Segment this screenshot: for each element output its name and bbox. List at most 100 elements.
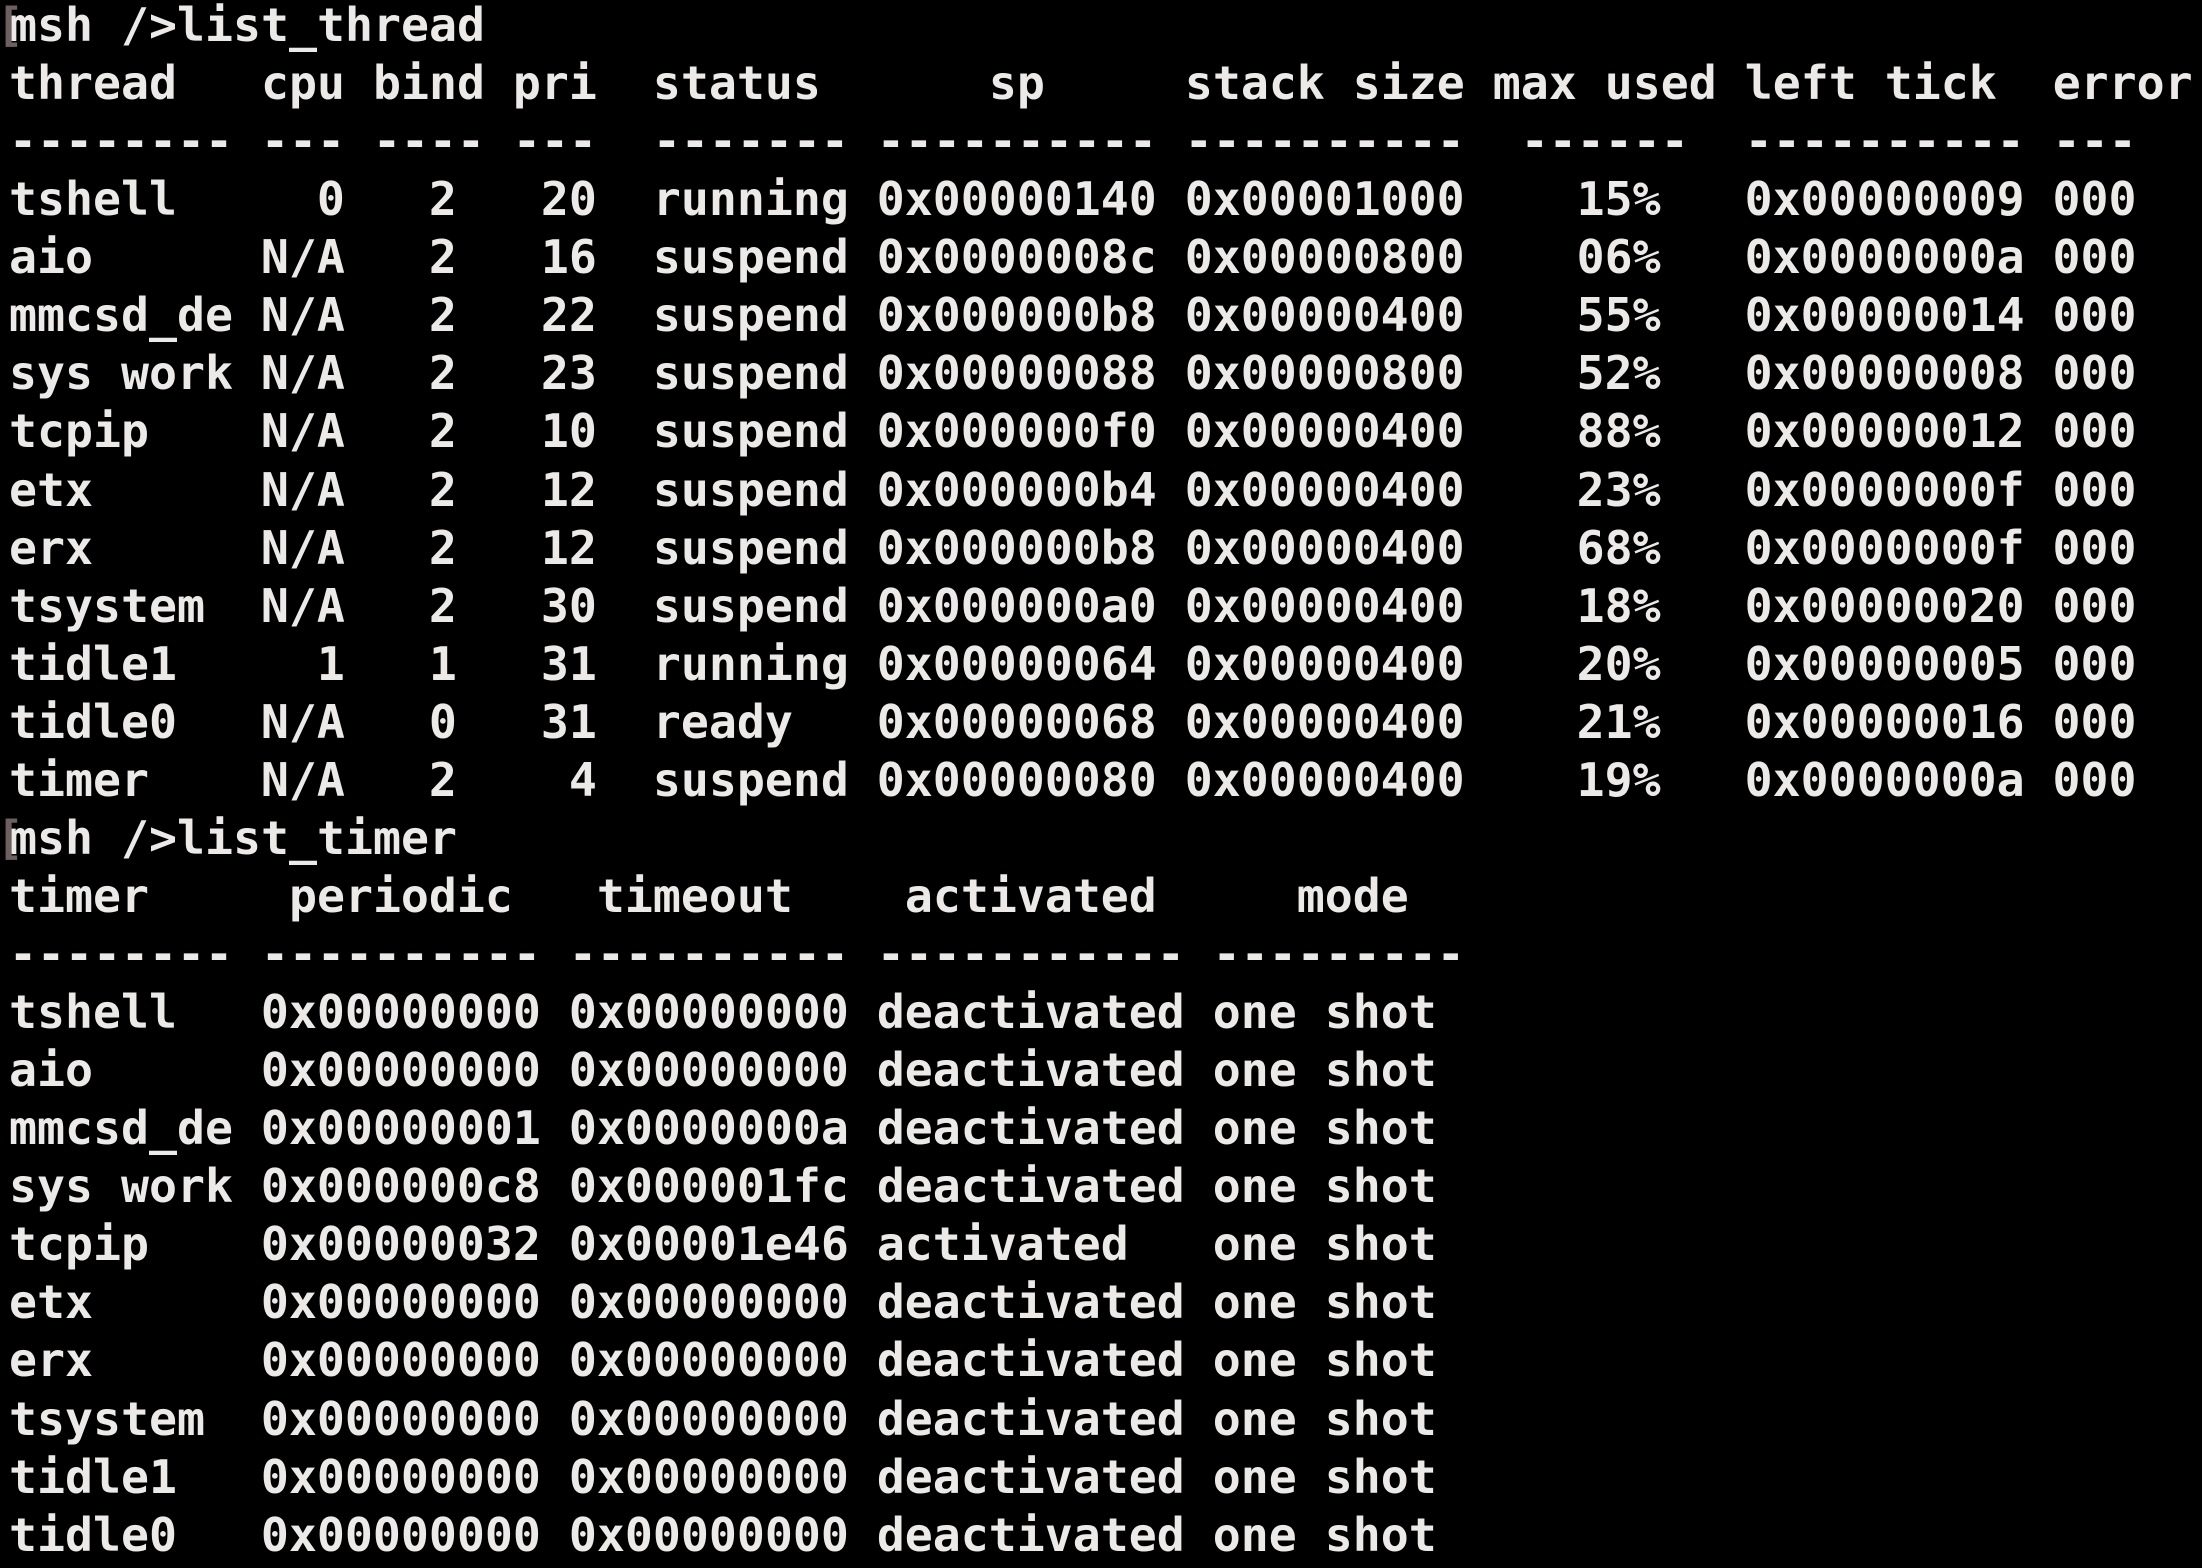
shell-prompt: msh />	[9, 810, 177, 865]
timer-header-timeout: timeout	[596, 868, 793, 923]
thread-stack-size-cell: 0x00000400	[1184, 694, 1465, 749]
thread-name-cell: timer	[9, 752, 149, 807]
thread-cpu-cell: N/A	[260, 520, 345, 575]
thread-sp-cell: 0x00000088	[876, 346, 1157, 401]
thread-status-cell: suspend	[652, 520, 849, 575]
timer-name-cell: etx	[9, 1275, 93, 1330]
timer-name-cell: aio	[9, 1043, 93, 1098]
thread-sp-cell: 0x000000b8	[876, 520, 1157, 575]
timer-table-row: mmcsd_de 0x00000001 0x0000000a deactivated o…	[9, 1099, 2202, 1157]
thread-left-tick-cell: 0x0000000f	[1744, 462, 2025, 517]
thread-pri-cell: 12	[540, 520, 597, 575]
thread-header-sp: sp	[988, 56, 1045, 111]
thread-status-cell: suspend	[652, 752, 849, 807]
thread-sp-cell: 0x00000064	[876, 636, 1157, 691]
thread-status-cell: suspend	[652, 346, 849, 401]
thread-error-cell: 000	[2052, 520, 2137, 575]
thread-error-cell: 000	[2052, 288, 2137, 343]
thread-table-row: tsystem N/A 2 30 suspend 0x000000a0 0x00000400…	[9, 577, 2202, 635]
timer-mode-cell: one shot	[1212, 1391, 1437, 1446]
thread-pri-cell: 23	[540, 346, 597, 401]
thread-name-cell: tshell	[9, 172, 177, 227]
timer-name-cell: sys work	[9, 1159, 233, 1214]
thread-pri-cell: 10	[540, 404, 597, 459]
timer-periodic-cell: 0x00000000	[260, 985, 541, 1040]
thread-error-cell: 000	[2052, 578, 2137, 633]
thread-pri-cell: 31	[540, 636, 597, 691]
timer-table-row: tidle1 0x00000000 0x00000000 deactivated one…	[9, 1448, 2202, 1506]
thread-stack-size-cell: 0x00000400	[1184, 752, 1465, 807]
thread-status-cell: running	[652, 636, 849, 691]
thread-bind-cell: 2	[428, 404, 457, 459]
thread-header-left-tick: left tick	[1744, 56, 1997, 111]
thread-stack-size-cell: 0x00000400	[1184, 404, 1465, 459]
thread-header-pri: pri	[512, 56, 597, 111]
timer-mode-cell: one shot	[1212, 1043, 1437, 1098]
timer-periodic-cell: 0x00000000	[260, 1449, 541, 1504]
thread-status-cell: suspend	[652, 404, 849, 459]
thread-stack-size-cell: 0x00001000	[1184, 172, 1465, 227]
thread-sp-cell: 0x00000140	[876, 172, 1157, 227]
timer-mode-cell: one shot	[1212, 1333, 1437, 1388]
timer-table-row: etx 0x00000000 0x00000000 deactivated one sh…	[9, 1273, 2202, 1331]
thread-cpu-cell: 0	[316, 172, 345, 227]
thread-sp-cell: 0x00000068	[876, 694, 1157, 749]
timer-name-cell: tcpip	[9, 1217, 149, 1272]
thread-name-cell: tsystem	[9, 578, 205, 633]
thread-sp-cell: 0x00000080	[876, 752, 1157, 807]
thread-bind-cell: 2	[428, 520, 457, 575]
thread-status-cell: running	[652, 172, 849, 227]
thread-header-bind: bind	[372, 56, 485, 111]
timer-table-row: tcpip 0x00000032 0x00001e46 activated one sh…	[9, 1215, 2202, 1273]
timer-activated-cell: deactivated	[876, 1449, 1185, 1504]
thread-table-row: aio N/A 2 16 suspend 0x0000008c 0x00000800 06% 0…	[9, 228, 2202, 286]
thread-stack-size-cell: 0x00000800	[1184, 230, 1465, 285]
thread-header-status: status	[652, 56, 821, 111]
timer-mode-cell: one shot	[1212, 985, 1437, 1040]
thread-left-tick-cell: 0x00000005	[1744, 636, 2025, 691]
thread-error-cell: 000	[2052, 172, 2137, 227]
timer-periodic-cell: 0x00000000	[260, 1333, 541, 1388]
timer-timeout-cell: 0x00000000	[568, 985, 849, 1040]
thread-left-tick-cell: 0x00000014	[1744, 288, 2025, 343]
timer-timeout-cell: 0x00000000	[568, 1449, 849, 1504]
timer-activated-cell: deactivated	[876, 1159, 1185, 1214]
timer-activated-cell: deactivated	[876, 1275, 1185, 1330]
timer-activated-cell: deactivated	[876, 1391, 1185, 1446]
thread-table-row: mmcsd_de N/A 2 22 suspend 0x000000b8 0x0000040…	[9, 286, 2202, 344]
thread-status-cell: suspend	[652, 230, 849, 285]
thread-left-tick-cell: 0x0000000a	[1744, 752, 2025, 807]
timer-name-cell: tshell	[9, 985, 177, 1040]
thread-sp-cell: 0x000000a0	[876, 578, 1157, 633]
thread-name-cell: sys work	[9, 346, 233, 401]
thread-left-tick-cell: 0x00000020	[1744, 578, 2025, 633]
thread-error-cell: 000	[2052, 752, 2137, 807]
thread-pri-cell: 22	[540, 288, 597, 343]
timer-name-cell: tidle1	[9, 1449, 177, 1504]
thread-name-cell: etx	[9, 462, 93, 517]
thread-header-thread: thread	[9, 56, 177, 111]
timer-activated-cell: deactivated	[876, 1333, 1185, 1388]
thread-status-cell: ready	[652, 694, 793, 749]
thread-bind-cell: 2	[428, 230, 457, 285]
thread-header-cpu: cpu	[260, 56, 345, 111]
command-list-timer: list_timer	[176, 810, 457, 865]
thread-status-cell: suspend	[652, 288, 849, 343]
thread-cpu-cell: N/A	[260, 230, 345, 285]
thread-sp-cell: 0x0000008c	[876, 230, 1157, 285]
timer-periodic-cell: 0x00000000	[260, 1043, 541, 1098]
thread-name-cell: tidle0	[9, 694, 177, 749]
thread-cpu-cell: N/A	[260, 752, 345, 807]
thread-header-stack-size: stack size	[1184, 56, 1465, 111]
timer-timeout-cell: 0x000001fc	[568, 1159, 849, 1214]
thread-table-row: erx N/A 2 12 suspend 0x000000b8 0x00000400 68% 0…	[9, 519, 2202, 577]
timer-table-row: tidle0 0x00000000 0x00000000 deactivated one…	[9, 1506, 2202, 1564]
thread-left-tick-cell: 0x0000000f	[1744, 520, 2025, 575]
thread-stack-size-cell: 0x00000800	[1184, 346, 1465, 401]
timer-table-divider: -------- ---------- ---------- ---------…	[9, 927, 1465, 981]
thread-cpu-cell: N/A	[260, 694, 345, 749]
thread-status-cell: suspend	[652, 578, 849, 633]
thread-name-cell: erx	[9, 520, 93, 575]
